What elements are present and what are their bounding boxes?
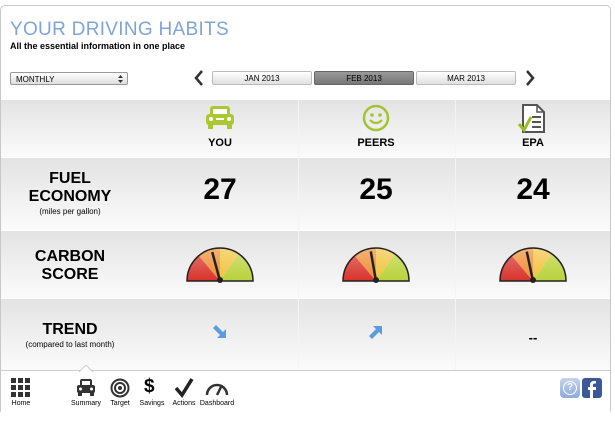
select-label: MONTHLY — [16, 75, 55, 84]
title: YOUR DRIVING HABITS — [10, 19, 229, 40]
actions-icon[interactable] — [174, 378, 194, 398]
column-divider — [298, 100, 299, 370]
subtitle: All the essential information in one pla… — [10, 41, 186, 51]
column-divider — [455, 100, 456, 370]
column-header: PEERS — [357, 137, 395, 149]
fuel-value: 27 — [203, 173, 237, 206]
trend-down-arrow — [213, 325, 226, 338]
smiley-icon — [362, 104, 390, 132]
dashboard-icon[interactable] — [205, 378, 229, 398]
row-label: TREND (compared to last month) — [0, 321, 140, 351]
header-row — [1, 100, 610, 157]
trend-up-arrow — [369, 326, 382, 339]
column-header: EPA — [522, 137, 544, 149]
help-icon: ? — [563, 381, 577, 395]
nav-bar — [1, 370, 610, 416]
row-note: (miles per gallon) — [39, 207, 101, 216]
nav-label[interactable]: Dashboard — [199, 400, 235, 407]
fuel-row — [1, 157, 610, 230]
carbon-gauge — [186, 247, 254, 283]
next-month[interactable] — [525, 70, 535, 86]
selected-pointer — [79, 365, 93, 372]
month-tab[interactable]: FEB 2013 — [314, 71, 414, 85]
trend-row — [1, 298, 610, 370]
fuel-value: 24 — [516, 173, 550, 206]
nav-label[interactable]: Target — [110, 400, 130, 407]
row-label: FUEL ECONOMY (miles per gallon) — [0, 170, 140, 218]
nav-label[interactable]: Savings — [139, 400, 165, 407]
row-label-line: FUEL — [49, 170, 91, 187]
month-tab[interactable]: MAR 2013 — [416, 71, 516, 85]
period-select[interactable]: MONTHLY — [10, 72, 128, 85]
row-label-line: ECONOMY — [28, 188, 112, 205]
savings-icon[interactable]: $ — [144, 376, 155, 397]
prev-month[interactable] — [194, 70, 204, 86]
month-tab[interactable]: JAN 2013 — [212, 71, 312, 85]
facebook-button[interactable] — [582, 378, 602, 398]
row-label: CARBON SCORE — [0, 248, 140, 284]
column-header: YOU — [208, 137, 232, 149]
row-label-line: SCORE — [41, 266, 99, 283]
row-note: (compared to last month) — [25, 340, 115, 349]
row-label-line: CARBON — [34, 248, 106, 265]
carbon-gauge — [342, 247, 410, 283]
nav-label[interactable]: Home — [11, 400, 31, 407]
trend-epa: -- — [528, 330, 538, 345]
target-icon[interactable] — [110, 378, 130, 398]
row-label-line: TREND — [42, 321, 98, 338]
summary-icon[interactable] — [76, 378, 96, 398]
fuel-value: 25 — [359, 173, 393, 206]
document-icon — [518, 104, 545, 133]
home-icon[interactable] — [11, 378, 31, 398]
nav-label[interactable]: Summary — [71, 400, 101, 407]
select-arrows — [118, 75, 123, 83]
help-button[interactable]: ? — [560, 378, 580, 398]
nav-label[interactable]: Actions — [172, 400, 196, 407]
car-icon — [206, 106, 234, 129]
carbon-gauge — [499, 247, 567, 283]
